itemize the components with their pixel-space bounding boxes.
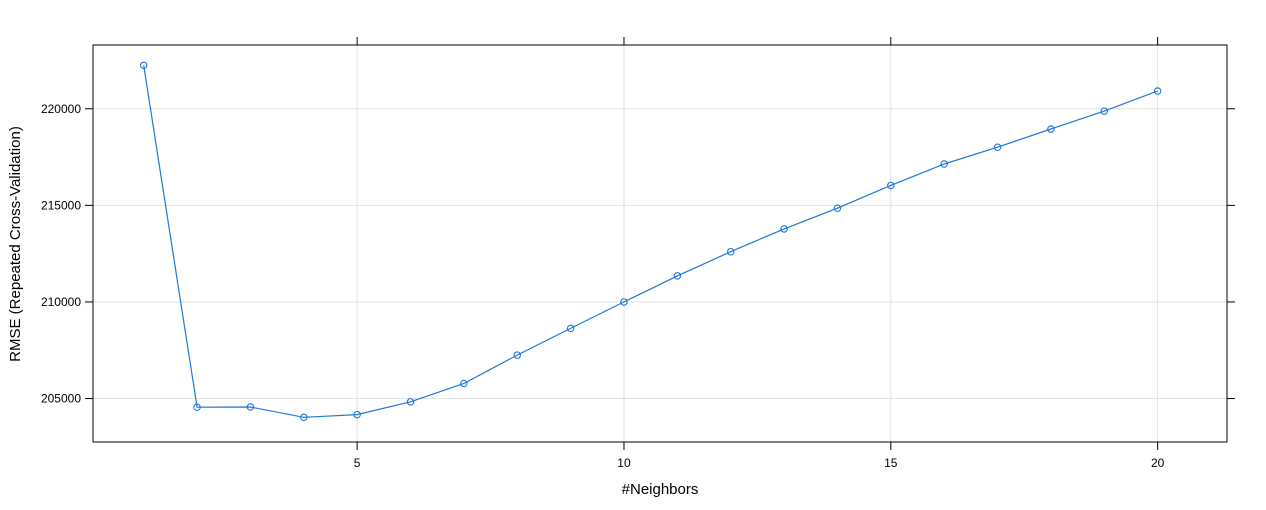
data-point <box>1153 87 1162 95</box>
data-point <box>726 247 735 256</box>
data-point <box>353 410 361 419</box>
data-point <box>139 61 148 70</box>
data-point <box>406 398 415 406</box>
data-point <box>673 272 682 280</box>
series-rmse <box>139 61 1162 422</box>
data-point <box>246 403 255 411</box>
y-tick-label: 205000 <box>41 392 81 406</box>
data-point <box>1047 125 1055 133</box>
x-tick-label: 20 <box>1151 456 1165 470</box>
y-tick-label: 220000 <box>41 102 81 116</box>
data-point <box>193 403 201 411</box>
grid-lines <box>93 45 1227 442</box>
plot-panel-border <box>92 44 1228 443</box>
data-point <box>566 324 575 333</box>
series-line <box>143 65 1158 418</box>
data-point <box>833 204 842 212</box>
data-point <box>300 413 308 422</box>
y-axis-title: RMSE (Repeated Cross-Validation) <box>7 126 24 362</box>
data-point <box>513 351 521 359</box>
x-tick-label: 15 <box>884 456 898 470</box>
data-point <box>460 379 468 388</box>
data-point <box>887 181 895 190</box>
data-point <box>780 225 788 233</box>
x-tick-label: 10 <box>617 456 631 470</box>
data-point <box>620 298 628 306</box>
data-point <box>993 143 1002 151</box>
y-tick-label: 215000 <box>41 198 81 212</box>
x-tick-label: 5 <box>354 456 361 470</box>
data-point <box>1100 107 1109 115</box>
data-point <box>940 160 948 168</box>
y-tick-label: 210000 <box>41 295 81 309</box>
axis-ticks: 5 10 15 20 205000 210000 215000 220000 <box>41 37 1235 470</box>
x-axis-title: #Neighbors <box>622 481 699 498</box>
